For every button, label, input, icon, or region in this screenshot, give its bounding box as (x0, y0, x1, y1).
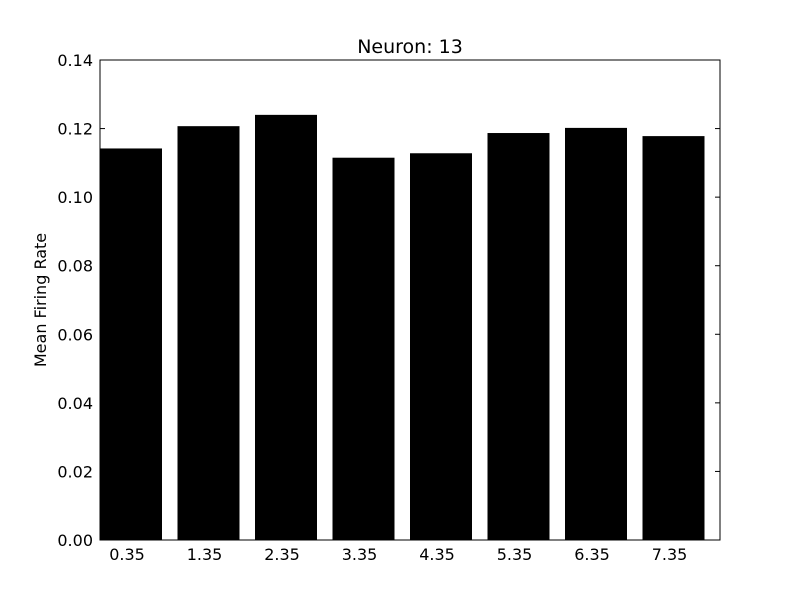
y-tick-label: 0.06 (57, 325, 93, 344)
x-tick-label: 4.35 (419, 545, 455, 564)
bar-4.35 (410, 153, 472, 540)
x-tick-label: 0.35 (109, 545, 145, 564)
y-tick-label: 0.10 (57, 188, 93, 207)
x-tick-label: 3.35 (342, 545, 378, 564)
x-tick-label: 2.35 (264, 545, 300, 564)
y-tick-label: 0.14 (57, 51, 93, 70)
bar-2.35 (255, 114, 317, 541)
y-tick-label: 0.04 (57, 394, 93, 413)
x-axis-ticks: 0.35 1.35 2.35 3.35 4.35 5.35 6.35 7.35 (109, 545, 687, 564)
bar-0.35 (100, 148, 162, 540)
y-tick-label: 0.08 (57, 257, 93, 276)
bar-6.35 (565, 127, 627, 540)
bar-3.35 (332, 157, 395, 540)
bar-1.35 (177, 126, 240, 541)
x-tick-label: 7.35 (652, 545, 688, 564)
bar-7.35 (642, 136, 705, 541)
bars-group (100, 114, 705, 541)
bar-5.35 (487, 133, 550, 540)
y-axis-label: Mean Firing Rate (31, 233, 50, 367)
plot-area-frame (99, 59, 721, 541)
x-tick-label: 1.35 (187, 545, 223, 564)
y-tick-label: 0.12 (57, 120, 93, 139)
y-tick-label: 0.00 (57, 531, 93, 550)
x-tick-label: 6.35 (574, 545, 610, 564)
x-tick-label: 5.35 (497, 545, 533, 564)
chart-title: Neuron: 13 (357, 36, 463, 58)
y-axis-ticks: 0.00 0.02 0.04 0.06 0.08 0.10 0.12 0.14 (57, 51, 720, 550)
y-tick-label: 0.02 (57, 462, 93, 481)
